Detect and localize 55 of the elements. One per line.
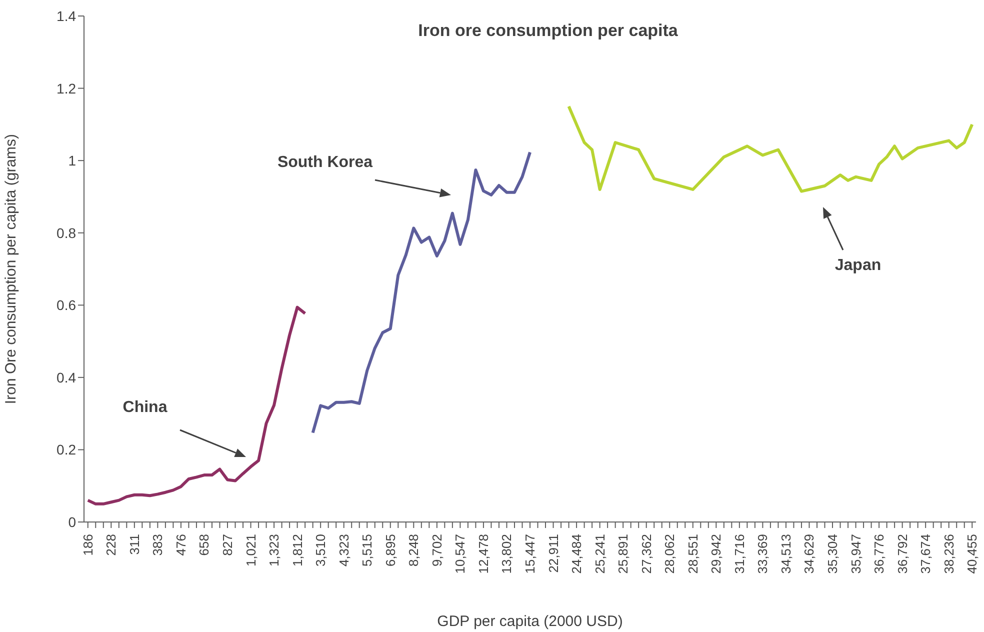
y-tick-label: 0.8 [56, 224, 76, 241]
chart-title: Iron ore consumption per capita [418, 21, 678, 40]
y-tick-label: 1.2 [56, 80, 76, 96]
x-tick-label: 10,547 [452, 534, 468, 574]
x-tick-label: 186 [80, 534, 96, 556]
x-tick-label: 27,362 [638, 534, 654, 574]
x-tick-label: 40,455 [964, 534, 980, 574]
x-tick-label: 1,323 [266, 534, 282, 567]
x-tick-label: 28,551 [685, 534, 700, 574]
x-tick-label: 228 [104, 534, 119, 556]
x-tick-label: 4,323 [336, 534, 352, 567]
x-tick-label: 658 [196, 534, 212, 556]
y-tick-label: 0.4 [56, 369, 76, 386]
x-tick-label: 1,812 [290, 534, 305, 567]
x-tick-label: 34,629 [802, 534, 817, 574]
y-tick-label: 0.6 [56, 297, 76, 314]
x-tick-label: 25,891 [616, 534, 631, 574]
x-tick-label: 37,674 [918, 534, 934, 574]
x-tick-label: 476 [173, 534, 188, 556]
x-tick-label: 25,241 [592, 534, 608, 574]
x-tick-label: 35,947 [848, 534, 864, 574]
annotation: South Korea [277, 154, 373, 171]
x-tick-label: 35,304 [825, 534, 840, 574]
x-tick-label: 827 [220, 534, 235, 556]
x-tick-label: 311 [126, 534, 142, 555]
y-axis-title: Iron Ore consumption per capita (grams) [2, 134, 20, 404]
y-tick-label: 0 [68, 514, 76, 530]
x-tick-label: 3,510 [313, 534, 328, 567]
x-axis-title: GDP per capita (2000 USD) [437, 613, 623, 630]
x-tick-label: 24,484 [569, 534, 584, 574]
x-tick-label: 33,369 [755, 534, 770, 574]
x-tick-label: 36,792 [894, 534, 910, 574]
x-tick-label: 12,478 [476, 534, 491, 574]
x-tick-label: 8,248 [406, 534, 422, 567]
x-tick-label: 38,236 [941, 534, 956, 574]
annotation: China [122, 399, 168, 416]
x-tick-label: 22,911 [546, 534, 561, 573]
x-tick-label: 15,447 [522, 534, 538, 574]
x-tick-label: 13,802 [499, 534, 514, 574]
annotation: Japan [834, 257, 882, 274]
y-tick-label: 1 [68, 152, 76, 169]
y-tick-label: 0.2 [56, 442, 76, 458]
y-tick-label: 1.4 [56, 8, 76, 24]
x-tick-label: 1,021 [243, 534, 258, 567]
x-tick-label: 5,515 [360, 534, 375, 567]
x-tick-label: 29,942 [708, 534, 724, 574]
x-tick-label: 9,702 [429, 534, 444, 567]
x-tick-label: 36,776 [872, 534, 887, 574]
x-tick-label: 383 [150, 534, 166, 556]
x-tick-label: 28,062 [662, 534, 678, 574]
x-tick-label: 6,895 [382, 534, 398, 567]
line-series [567, 104, 974, 193]
line-series [86, 306, 307, 506]
x-tick-label: 31,716 [732, 534, 747, 574]
x-tick-label: 34,513 [778, 534, 794, 574]
